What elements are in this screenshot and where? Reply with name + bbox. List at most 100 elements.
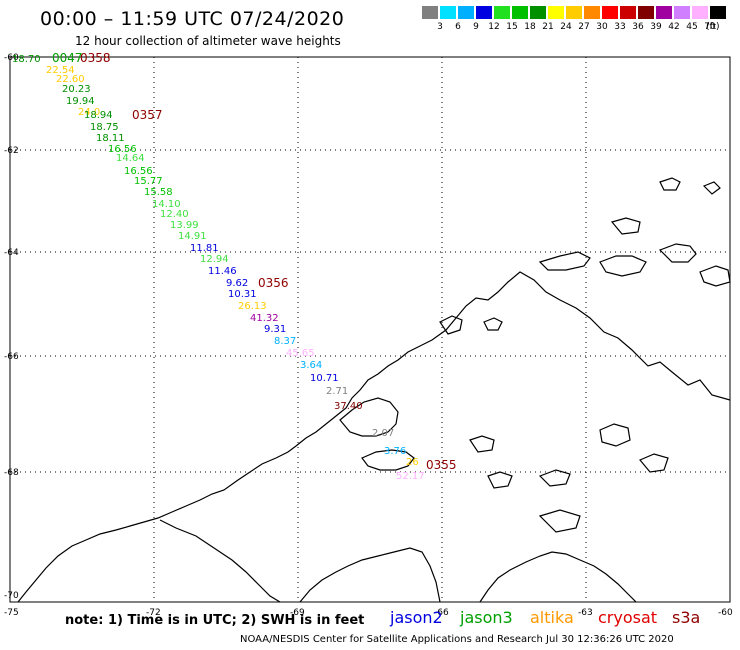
lat-label: -64 (4, 248, 19, 258)
wave-height-label: 2.07 (372, 428, 394, 439)
island-coast (599, 255, 647, 277)
scale-swatch (602, 6, 618, 19)
wave-height-label: 22.54 (46, 65, 75, 76)
wave-height-label: 16.56 (108, 144, 137, 155)
antarctic-peninsula-coast (17, 271, 731, 603)
wave-height-label: 22.60 (56, 74, 85, 85)
page-subtitle: 12 hour collection of altimeter wave hei… (75, 34, 341, 48)
lon-axis-labels: -75 -72 -69 -66 -63 -60 (4, 608, 733, 618)
wave-height-label: 12.40 (160, 209, 189, 220)
legend-altika: altika (530, 608, 574, 627)
wave-height-label: 11.81 (190, 243, 219, 254)
legend-s3a: s3a (672, 608, 701, 627)
wave-height-label: 14.64 (116, 153, 145, 164)
scale-swatch (584, 6, 600, 19)
lon-label: -60 (718, 608, 733, 618)
scale-swatch (422, 6, 438, 19)
lon-label: -69 (290, 608, 305, 618)
scale-label: 18 (524, 22, 536, 32)
scale-swatch (620, 6, 636, 19)
island-coast (639, 453, 669, 473)
wave-height-label: 24.0 (78, 107, 100, 118)
scale-label: 30 (596, 22, 608, 32)
wave-height-label: 37.40 (334, 401, 363, 412)
wave-height-label: 2.71 (326, 386, 348, 397)
time-label: 0355 (426, 458, 457, 472)
map-frame (9, 56, 731, 603)
scale-label: 45 (686, 22, 698, 32)
lat-label: -66 (4, 352, 19, 362)
wave-height-label: 15.77 (134, 176, 163, 187)
island-coast (361, 449, 415, 471)
wave-height-label: 3.64 (300, 360, 322, 371)
coastline (17, 177, 731, 603)
wave-height-label: 15.58 (144, 187, 173, 198)
wave-height-label: 18.11 (96, 133, 125, 144)
scale-label: 33 (614, 22, 626, 32)
inner-coast (299, 547, 441, 603)
credit-line: NOAA/NESDIS Center for Satellite Applica… (240, 634, 674, 645)
page-title: 00:00 – 11:59 UTC 07/24/2020 (40, 8, 345, 30)
wave-height-label: 26 (406, 457, 419, 468)
wave-height-label: 52.17 (396, 471, 425, 482)
time-label: 0357 (132, 108, 163, 122)
scale-label: 9 (473, 22, 479, 32)
scale-label: 42 (668, 22, 680, 32)
legend-jason3: jason3 (460, 608, 513, 627)
scale-swatch (692, 6, 708, 19)
wave-height-label: 14.91 (178, 231, 207, 242)
lon-label: -75 (4, 608, 19, 618)
scale-label: 39 (650, 22, 662, 32)
scale-label: 21 (542, 22, 554, 32)
scale-swatch (710, 6, 726, 19)
graticule (10, 57, 730, 602)
scale-swatch (566, 6, 582, 19)
island-coast (487, 471, 513, 489)
scale-label: 36 (632, 22, 644, 32)
wave-height-track: 18.70 22.54 22.60 20.23 19.94 24.0 18.94… (12, 54, 425, 482)
wave-height-label: 10.71 (310, 373, 339, 384)
scale-swatch (656, 6, 672, 19)
wave-height-label: 14.10 (152, 199, 181, 210)
scale-label: 12 (488, 22, 500, 32)
island-coast (469, 435, 495, 453)
wave-height-label: 11.46 (208, 266, 237, 277)
wave-height-label: 18.94 (84, 110, 113, 121)
scale-swatch (530, 6, 546, 19)
scale-label: 24 (560, 22, 572, 32)
wave-height-label: 26.13 (238, 301, 267, 312)
lon-label: -63 (578, 608, 593, 618)
wave-height-label: 12.94 (200, 254, 229, 265)
wave-height-label: 45.65 (286, 348, 315, 359)
wave-height-label: 8.37 (274, 336, 296, 347)
island-coast (439, 315, 463, 335)
wave-height-label: 9.62 (226, 278, 248, 289)
time-label: 0047 (52, 51, 83, 65)
wave-height-label: 3.76 (384, 446, 406, 457)
lon-label: -72 (146, 608, 161, 618)
scale-label: 6 (455, 22, 461, 32)
lat-label: -62 (4, 146, 19, 156)
island-coast (659, 177, 681, 191)
island-coast (538, 469, 571, 487)
scale-swatch (440, 6, 456, 19)
island-coast (483, 317, 503, 331)
footnote: note: 1) Time is in UTC; 2) SWH is in fe… (65, 613, 365, 628)
island-coast (599, 423, 631, 447)
scale-swatch (674, 6, 690, 19)
scale-label: 70 (704, 22, 716, 32)
wave-height-label: 18.70 (12, 54, 41, 65)
lat-axis-labels: -60 -62 -64 -66 -68 -70 (4, 53, 19, 601)
legend-jason2: jason2 (390, 608, 443, 627)
wave-height-label: 13.99 (170, 220, 199, 231)
scale-swatch (638, 6, 654, 19)
wave-height-label: 18.75 (90, 122, 119, 133)
wave-height-label: 19.94 (66, 96, 95, 107)
island-coast (538, 509, 581, 533)
wave-height-label: 41.32 (250, 313, 279, 324)
legend-cryosat: cryosat (598, 608, 658, 627)
east-coast (479, 551, 637, 603)
scale-swatch (494, 6, 510, 19)
island-coast (538, 251, 591, 271)
